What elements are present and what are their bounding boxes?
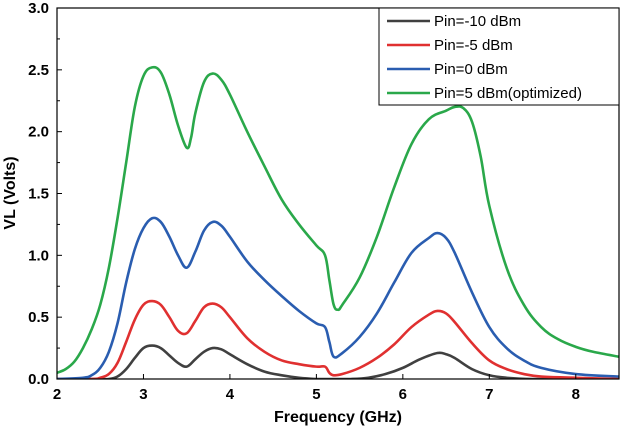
y-tick-label: 2.0 [28, 124, 49, 141]
x-tick-label: 4 [226, 386, 235, 403]
x-tick-label: 7 [485, 386, 493, 403]
y-tick-label: 2.5 [28, 62, 49, 79]
x-axis-label: Frequency (GHz) [274, 409, 402, 426]
x-tick-label: 3 [139, 386, 147, 403]
legend-label: Pin=-5 dBm [434, 37, 513, 54]
y-tick-label: 1.0 [28, 247, 49, 264]
series-line-3 [57, 216, 619, 379]
legend: Pin=-10 dBm Pin=-5 dBm Pin=0 dBm Pin=5 dBm(… [378, 7, 620, 106]
series-line-1 [57, 344, 619, 379]
x-tick-label: 5 [312, 386, 320, 403]
x-tick-label: 6 [399, 386, 407, 403]
x-tick-label: 8 [572, 386, 580, 403]
legend-box [378, 7, 620, 106]
y-axis-ticks: 0.0 0.5 1.0 1.5 2.0 2.5 3.0 [28, 0, 62, 388]
x-axis-ticks: 2 3 4 5 6 7 8 [53, 374, 580, 403]
y-tick-label: 0.5 [28, 309, 49, 326]
series-line-2 [57, 299, 619, 379]
y-axis-label: VL (Volts) [2, 156, 19, 229]
y-tick-label: 3.0 [28, 0, 49, 17]
series-line-4 [57, 65, 619, 375]
x-tick-label: 2 [53, 386, 61, 403]
series-layer [57, 65, 619, 379]
legend-label: Pin=-10 dBm [434, 13, 521, 30]
y-tick-label: 0.0 [28, 371, 49, 388]
legend-label: Pin=0 dBm [434, 61, 508, 78]
legend-label: Pin=5 dBm(optimized) [434, 85, 582, 102]
y-tick-label: 1.5 [28, 186, 49, 203]
